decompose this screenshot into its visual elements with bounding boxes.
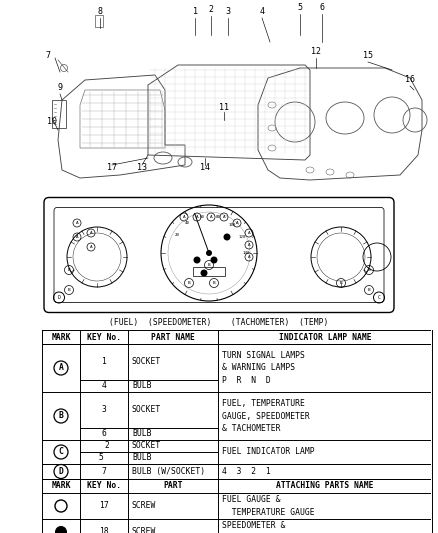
Text: BULB (W/SOCKET): BULB (W/SOCKET) (132, 467, 205, 476)
Text: 16: 16 (405, 76, 415, 85)
Circle shape (211, 256, 218, 263)
Text: B: B (68, 268, 71, 272)
Text: 20: 20 (174, 232, 180, 237)
Text: A: A (90, 231, 92, 235)
Text: A: A (223, 215, 225, 219)
Text: B: B (208, 263, 210, 267)
Text: 9: 9 (57, 84, 63, 93)
Text: A: A (247, 255, 250, 259)
Text: PART NAME: PART NAME (151, 333, 195, 342)
Text: INDICATOR LAMP NAME: INDICATOR LAMP NAME (279, 333, 371, 342)
Text: 7: 7 (46, 51, 50, 60)
Text: A: A (76, 235, 78, 239)
Text: A: A (183, 215, 185, 219)
Text: C: C (378, 295, 381, 300)
Text: 11: 11 (219, 103, 229, 112)
Text: D: D (59, 467, 64, 476)
Text: FUEL INDICATOR LAMP: FUEL INDICATOR LAMP (222, 448, 314, 456)
Text: A: A (76, 221, 78, 225)
Text: BULB: BULB (132, 454, 152, 463)
Text: 15: 15 (363, 52, 373, 61)
Text: A: A (236, 221, 238, 225)
Text: 17: 17 (107, 164, 117, 173)
Text: KEY No.: KEY No. (87, 333, 121, 342)
Circle shape (55, 526, 67, 533)
Text: 7: 7 (102, 467, 106, 476)
Text: A: A (196, 215, 198, 219)
Text: 80: 80 (216, 215, 221, 219)
Circle shape (206, 250, 212, 256)
Text: 18: 18 (99, 528, 109, 533)
Text: 10: 10 (47, 117, 57, 126)
Text: SOCKET: SOCKET (132, 406, 161, 415)
Text: 100: 100 (229, 223, 237, 227)
Text: 13: 13 (137, 164, 147, 173)
Text: 12: 12 (311, 47, 321, 56)
Text: 1: 1 (102, 358, 106, 367)
Text: FUEL, TEMPERATURE
GAUGE, SPEEDOMETER
& TACHOMETER: FUEL, TEMPERATURE GAUGE, SPEEDOMETER & T… (222, 399, 310, 433)
Text: B: B (68, 288, 71, 292)
Text: SCREW: SCREW (132, 502, 156, 511)
Text: 3: 3 (226, 7, 230, 17)
Text: C: C (59, 448, 64, 456)
Text: B: B (213, 281, 215, 285)
Text: SOCKET: SOCKET (132, 358, 161, 367)
Text: (FUEL)  (SPEEDOMETER)    (TACHOMETER)  (TEMP): (FUEL) (SPEEDOMETER) (TACHOMETER) (TEMP) (110, 318, 328, 327)
Text: 14: 14 (200, 164, 210, 173)
Text: SPEEDOMETER &
  TACHOMETER: SPEEDOMETER & TACHOMETER (222, 521, 286, 533)
Text: B: B (59, 411, 64, 421)
Text: 5: 5 (99, 454, 103, 463)
Text: B: B (367, 268, 370, 272)
Text: A: A (90, 245, 92, 249)
Text: B: B (367, 288, 370, 292)
Text: 2: 2 (105, 441, 110, 450)
Text: 3: 3 (102, 406, 106, 415)
Text: 4  3  2  1: 4 3 2 1 (222, 467, 271, 476)
Text: D: D (57, 295, 60, 300)
Text: A: A (59, 364, 64, 373)
Text: MARK: MARK (51, 333, 71, 342)
Circle shape (194, 256, 201, 263)
Text: B: B (188, 281, 191, 285)
Text: KEY No.: KEY No. (87, 481, 121, 490)
Text: MARK: MARK (51, 481, 71, 490)
Circle shape (201, 270, 208, 277)
Text: A: A (210, 215, 212, 219)
Text: 40: 40 (185, 221, 190, 225)
Text: 5: 5 (297, 4, 303, 12)
Text: BULB: BULB (132, 430, 152, 439)
Circle shape (223, 233, 230, 240)
Text: 17: 17 (99, 502, 109, 511)
Text: 6: 6 (319, 4, 325, 12)
Text: 1: 1 (192, 7, 198, 17)
Text: TURN SIGNAL LAMPS
& WARNING LAMPS
P  R  N  D: TURN SIGNAL LAMPS & WARNING LAMPS P R N … (222, 351, 305, 385)
Text: 6: 6 (102, 430, 106, 439)
Text: 2: 2 (208, 5, 213, 14)
Text: 140: 140 (242, 251, 250, 255)
Text: SOCKET: SOCKET (132, 441, 161, 450)
Text: A: A (247, 243, 250, 247)
Text: 60: 60 (200, 215, 205, 219)
Text: 8: 8 (98, 7, 102, 17)
Text: BULB: BULB (132, 382, 152, 391)
Text: SCREW: SCREW (132, 528, 156, 533)
Text: 120: 120 (239, 236, 246, 239)
Text: B: B (340, 281, 343, 285)
Text: FUEL GAUGE &
  TEMPERATURE GAUGE: FUEL GAUGE & TEMPERATURE GAUGE (222, 495, 314, 517)
Text: ATTACHING PARTS NAME: ATTACHING PARTS NAME (276, 481, 374, 490)
Text: A: A (247, 231, 250, 235)
Text: 4: 4 (102, 382, 106, 391)
Text: PART: PART (163, 481, 183, 490)
Text: 4: 4 (259, 7, 265, 17)
